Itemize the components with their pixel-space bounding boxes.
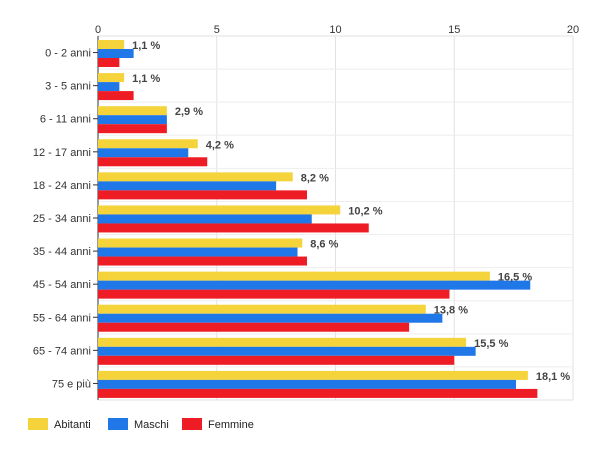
category-label: 6 - 11 anni xyxy=(40,114,91,126)
labels: 0 5 10 15 20 0 - 2 anni 3 - 5 anni 6 - 11 anni 1… xyxy=(33,24,579,390)
category-label: 25 - 34 anni xyxy=(33,213,91,225)
bar-abitanti-5 xyxy=(98,205,341,215)
category-label: 55 - 64 anni xyxy=(33,312,91,324)
data-label: 2,9 % xyxy=(175,106,203,118)
data-label: 8,6 % xyxy=(310,239,338,251)
category-label: 35 - 44 anni xyxy=(33,246,91,258)
bar-abitanti-1 xyxy=(98,73,125,83)
legend-swatch-femmine xyxy=(182,418,202,430)
legend-label-maschi: Maschi xyxy=(134,419,169,431)
category-label: 12 - 17 anni xyxy=(33,147,91,159)
bar-abitanti-4 xyxy=(98,172,293,182)
bar-maschi-2 xyxy=(98,115,167,125)
x-tick-label: 5 xyxy=(214,24,220,36)
bar-abitanti-9 xyxy=(98,337,467,347)
bar-abitanti-3 xyxy=(98,139,198,149)
bar-abitanti-7 xyxy=(98,271,490,281)
data-label: 1,1 % xyxy=(132,73,160,85)
legend: Abitanti Maschi Femmine xyxy=(28,418,254,431)
bar-femmine-7 xyxy=(98,289,450,299)
category-label: 0 - 2 anni xyxy=(45,48,91,60)
bar-femmine-6 xyxy=(98,256,307,266)
bar-femmine-0 xyxy=(98,58,120,67)
bar-maschi-5 xyxy=(98,214,312,224)
x-tick-label: 0 xyxy=(95,24,101,36)
bar-abitanti-10 xyxy=(98,370,528,380)
x-tick-label: 20 xyxy=(567,24,579,36)
legend-label-abitanti: Abitanti xyxy=(54,419,91,431)
bar-femmine-3 xyxy=(98,157,208,167)
data-label: 15,5 % xyxy=(474,338,508,350)
data-label: 4,2 % xyxy=(206,139,234,151)
category-label: 75 e più xyxy=(52,378,91,390)
bar-abitanti-8 xyxy=(98,304,426,314)
bar-maschi-8 xyxy=(98,313,443,323)
legend-label-femmine: Femmine xyxy=(208,419,254,431)
data-label: 18,1 % xyxy=(536,371,570,383)
bar-maschi-1 xyxy=(98,82,120,92)
bar-abitanti-2 xyxy=(98,106,167,116)
data-label: 10,2 % xyxy=(348,205,382,217)
bar-femmine-5 xyxy=(98,223,369,233)
bar-abitanti-0 xyxy=(98,40,125,49)
bar-maschi-7 xyxy=(98,280,531,290)
bars xyxy=(98,40,538,398)
data-label: 16,5 % xyxy=(498,272,532,284)
data-label: 13,8 % xyxy=(434,305,468,317)
legend-swatch-maschi xyxy=(108,418,128,430)
bar-maschi-10 xyxy=(98,379,516,389)
bar-femmine-2 xyxy=(98,124,167,134)
x-tick-label: 15 xyxy=(448,24,460,36)
bar-femmine-1 xyxy=(98,91,134,101)
bar-femmine-10 xyxy=(98,388,538,398)
bar-abitanti-6 xyxy=(98,238,303,248)
category-label: 65 - 74 anni xyxy=(33,345,91,357)
data-label: 1,1 % xyxy=(132,40,160,52)
bar-maschi-9 xyxy=(98,346,476,356)
bar-maschi-6 xyxy=(98,247,298,257)
bar-femmine-4 xyxy=(98,190,307,200)
bar-maschi-3 xyxy=(98,148,189,158)
category-label: 3 - 5 anni xyxy=(45,81,91,93)
bar-maschi-4 xyxy=(98,181,277,191)
bar-femmine-9 xyxy=(98,355,455,365)
legend-swatch-abitanti xyxy=(28,418,48,430)
category-label: 45 - 54 anni xyxy=(33,279,91,291)
bar-femmine-8 xyxy=(98,322,410,332)
bar-maschi-0 xyxy=(98,49,134,58)
x-tick-label: 10 xyxy=(329,24,341,36)
data-label: 8,2 % xyxy=(301,172,329,184)
category-label: 18 - 24 anni xyxy=(33,180,91,192)
